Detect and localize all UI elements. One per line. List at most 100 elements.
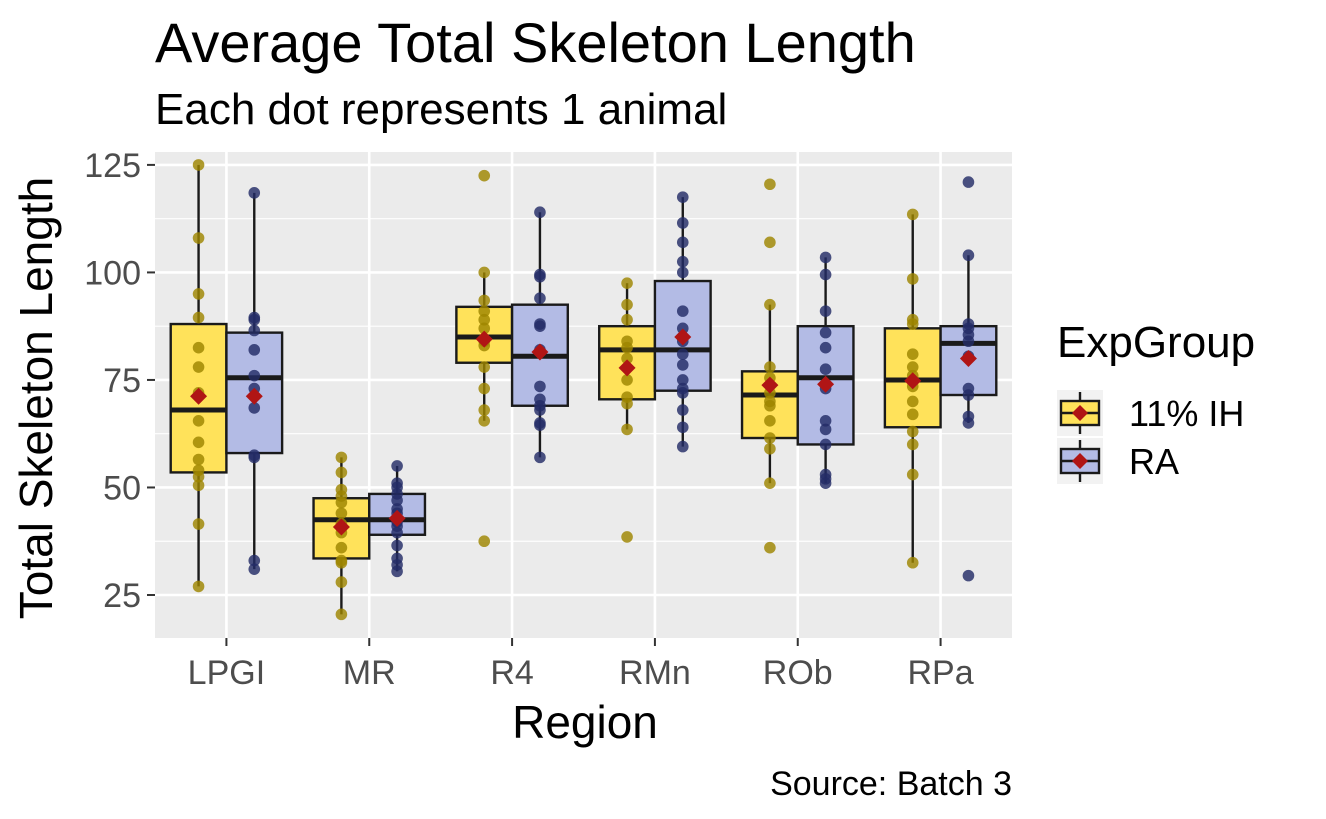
data-point <box>676 359 689 371</box>
data-point <box>676 387 689 399</box>
data-point <box>192 159 205 171</box>
data-point <box>906 348 919 360</box>
data-point <box>676 440 689 453</box>
mean-marker <box>332 518 350 536</box>
legend-key-mean <box>1072 405 1088 421</box>
data-point <box>335 496 348 509</box>
data-point <box>764 178 776 191</box>
chart-caption: Source: Batch 3 <box>770 765 1012 803</box>
data-point <box>534 404 546 416</box>
data-point <box>676 322 689 335</box>
y-tick-label: 25 <box>103 577 141 615</box>
data-point <box>335 466 348 479</box>
data-point <box>248 554 261 567</box>
data-point <box>335 507 348 520</box>
data-point <box>534 451 546 464</box>
data-point <box>621 298 633 311</box>
data-point <box>906 468 919 481</box>
data-point <box>534 206 546 219</box>
data-point <box>621 313 633 326</box>
data-point <box>248 402 261 414</box>
data-point <box>819 305 832 317</box>
data-point <box>534 419 546 431</box>
data-point <box>478 322 491 335</box>
data-point <box>906 408 919 421</box>
data-point <box>906 273 919 285</box>
data-point <box>764 477 776 489</box>
mean-marker <box>674 328 692 346</box>
data-point <box>248 563 261 575</box>
chart-title: Average Total Skeleton Length <box>155 11 916 74</box>
data-point <box>391 460 403 472</box>
data-point <box>478 404 491 416</box>
data-point <box>335 451 348 464</box>
x-tick-label: R4 <box>490 654 533 692</box>
data-point <box>391 526 403 539</box>
data-point <box>391 539 403 552</box>
data-point <box>962 417 975 429</box>
data-point <box>676 374 689 386</box>
data-point <box>819 423 832 436</box>
plot-panel <box>155 152 1012 638</box>
mean-marker <box>761 376 779 394</box>
data-point <box>621 341 633 354</box>
mean-marker <box>531 343 549 361</box>
data-point <box>962 335 975 348</box>
x-tick-label: LPGI <box>188 654 265 692</box>
data-point <box>676 255 689 268</box>
mean-layer <box>190 328 977 536</box>
data-point <box>248 369 261 382</box>
legend-label: 11% IH <box>1129 393 1244 434</box>
chart-subtitle: Each dot represents 1 animal <box>155 85 727 134</box>
data-point <box>621 374 633 386</box>
data-point <box>192 415 205 427</box>
x-tick-label: ROb <box>763 654 833 692</box>
data-point <box>192 479 205 492</box>
data-point <box>248 344 261 356</box>
data-point <box>621 423 633 436</box>
data-point <box>764 361 776 373</box>
data-point <box>764 442 776 455</box>
mean-marker <box>388 509 406 527</box>
data-point <box>192 361 205 373</box>
data-point <box>478 305 491 317</box>
data-point <box>764 541 776 554</box>
data-point <box>192 436 205 449</box>
data-point <box>192 232 205 244</box>
data-point <box>192 518 205 530</box>
data-point <box>676 404 689 416</box>
data-point <box>621 352 633 365</box>
data-point <box>478 535 491 548</box>
data-point <box>192 341 205 354</box>
data-point <box>335 608 348 621</box>
data-point <box>819 438 832 451</box>
data-point <box>478 266 491 279</box>
data-point <box>819 326 832 339</box>
data-point <box>676 217 689 229</box>
data-point <box>906 438 919 451</box>
data-point <box>478 415 491 427</box>
data-point <box>621 277 633 289</box>
data-point <box>676 421 689 434</box>
data-point <box>335 576 348 588</box>
data-point <box>764 236 776 249</box>
data-point <box>906 425 919 438</box>
data-point <box>764 399 776 412</box>
mean-marker <box>817 375 835 393</box>
y-axis-title: Total Skeleton Length <box>10 177 62 619</box>
data-point <box>534 292 546 305</box>
data-point <box>819 251 832 264</box>
mean-marker <box>475 330 493 348</box>
data-point <box>962 569 975 582</box>
data-point <box>478 294 491 307</box>
data-point <box>192 311 205 324</box>
legend-label: RA <box>1129 441 1179 482</box>
data-point <box>676 348 689 360</box>
x-axis: LPGI MR R4 RMn ROb RPa <box>188 638 974 692</box>
data-point <box>534 380 546 393</box>
data-point <box>335 556 348 569</box>
y-tick-label: 75 <box>103 362 141 400</box>
legend: ExpGroup 11% IH RA <box>1057 318 1255 484</box>
mean-marker <box>618 359 636 377</box>
